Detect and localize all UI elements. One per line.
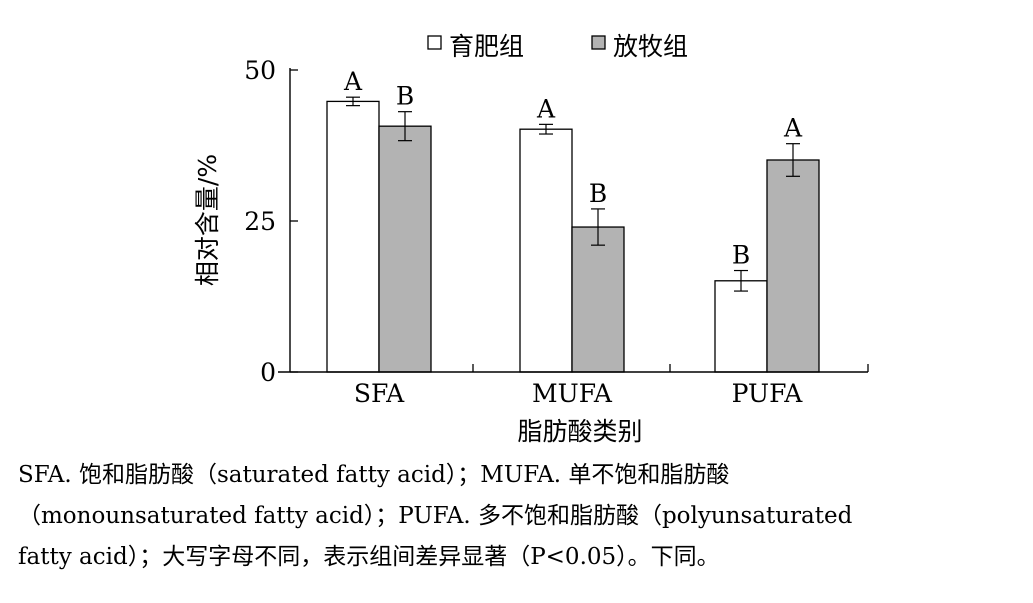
figure-caption: SFA. 饱和脂肪酸（saturated fatty acid）；MUFA. 单… — [18, 455, 1023, 578]
significance-letter-sfa-series-2: B — [396, 82, 414, 111]
bar-pufa-series-1 — [714, 280, 768, 373]
caption-line-1: SFA. 饱和脂肪酸（saturated fatty acid）；MUFA. 单… — [18, 462, 730, 488]
legend: 育肥组 放牧组 — [427, 32, 688, 61]
x-tick-label-mufa: MUFA — [532, 379, 613, 408]
x-tick-label-sfa: SFA — [354, 379, 405, 408]
significance-letter-pufa-series-2: A — [783, 114, 803, 143]
bar-sfa-series-2 — [378, 125, 432, 373]
y-tick-label-50: 50 — [244, 56, 276, 85]
significance-letter-sfa-series-1: A — [343, 67, 363, 96]
bar-pufa-series-2 — [766, 159, 820, 373]
bars-group — [326, 100, 820, 373]
y-axis-title: 相对含量/% — [193, 154, 222, 286]
y-tick-label-0: 0 — [260, 358, 276, 387]
bar-sfa-series-1 — [326, 100, 380, 373]
error-bars-group — [346, 96, 800, 292]
legend-swatch-fattening — [427, 35, 442, 50]
bar-mufa-series-2 — [571, 226, 625, 373]
x-tick-label-pufa: PUFA — [732, 379, 804, 408]
significance-letter-mufa-series-2: B — [589, 179, 607, 208]
bar-mufa-series-1 — [519, 128, 573, 373]
legend-swatch-grazing — [591, 35, 606, 50]
legend-label-grazing: 放牧组 — [613, 32, 688, 61]
significance-letter-mufa-series-1: A — [536, 94, 556, 123]
significance-letter-pufa-series-1: B — [732, 241, 750, 270]
caption-line-2: （monounsaturated fatty acid）；PUFA. 多不饱和脂… — [18, 503, 853, 529]
caption-line-3: fatty acid）；大写字母不同，表示组间差异显著（P<0.05）。下同。 — [18, 544, 720, 570]
ticks-group: SFA MUFA PUFA 0 25 50 — [244, 56, 803, 408]
significance-letters-group: A B A B B A — [343, 67, 803, 269]
legend-label-fattening: 育肥组 — [449, 32, 524, 61]
y-tick-label-25: 25 — [244, 207, 276, 236]
x-axis-title: 脂肪酸类别 — [517, 417, 642, 446]
fatty-acid-bar-chart: 育肥组 放牧组 A B A B B A SFA MUFA PUFA 0 25 50 相对含量/% 脂… — [193, 32, 869, 446]
axes-group — [278, 68, 869, 373]
